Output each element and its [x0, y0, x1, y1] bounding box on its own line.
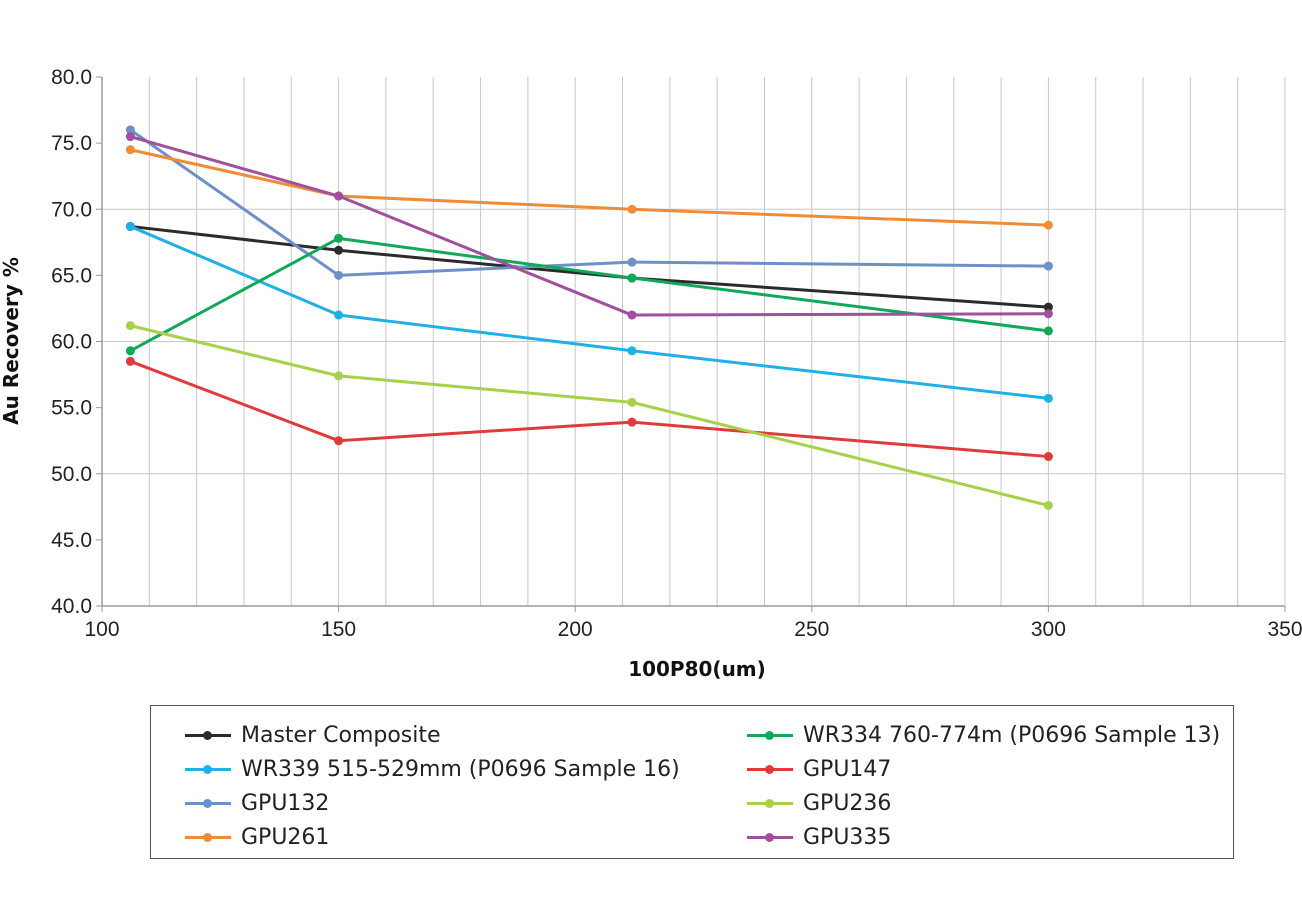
- legend-item: Master Composite: [185, 720, 441, 750]
- x-tick-label: 250: [794, 618, 829, 641]
- data-point: [627, 273, 637, 283]
- legend-swatch: [747, 754, 793, 784]
- data-point: [627, 397, 637, 407]
- legend-swatch: [185, 754, 231, 784]
- data-point: [1043, 261, 1053, 271]
- legend-swatch: [747, 720, 793, 750]
- legend-label: Master Composite: [241, 722, 441, 748]
- series-wr334-760-774m-p0696-sample-13-: [125, 233, 1053, 356]
- series-wr339-515-529mm-p0696-sample-16-: [125, 221, 1053, 403]
- data-point: [1043, 452, 1053, 462]
- y-tick-label: 80.0: [51, 66, 92, 89]
- series-line: [129, 359, 1049, 459]
- x-axis-ticks: 100 150 200 250 300 350: [84, 606, 1302, 641]
- series-line: [129, 236, 1049, 353]
- series-gpu261: [125, 145, 1053, 230]
- series-line: [129, 135, 1049, 317]
- legend-swatch: [185, 822, 231, 852]
- series-gpu335: [125, 132, 1053, 320]
- x-tick-label: 350: [1267, 618, 1302, 641]
- data-point: [125, 145, 135, 155]
- y-tick-label: 70.0: [51, 198, 92, 221]
- x-axis-title: 100P80(um): [628, 657, 766, 681]
- legend-label: WR334 760-774m (P0696 Sample 13): [803, 722, 1221, 748]
- legend-item: GPU261: [185, 822, 329, 852]
- legend-label: GPU261: [241, 824, 330, 850]
- data-point: [334, 245, 344, 255]
- series-gpu147: [125, 356, 1053, 462]
- data-point: [125, 356, 135, 366]
- data-point: [627, 417, 637, 427]
- data-point: [125, 132, 135, 142]
- legend-label: WR339 515-529mm (P0696 Sample 16): [241, 756, 680, 782]
- legend-item: GPU335: [747, 822, 891, 852]
- legend-swatch: [747, 822, 793, 852]
- data-point: [334, 436, 344, 446]
- series-line: [129, 128, 1049, 277]
- data-point: [125, 125, 135, 135]
- data-point: [627, 204, 637, 214]
- line-chart: 100 150 200 250 300 350 40.0 45.0 50.0 55.0 60.0 6…: [0, 66, 1302, 681]
- legend-label: GPU335: [803, 824, 892, 850]
- y-tick-label: 50.0: [51, 463, 92, 486]
- y-tick-label: 60.0: [51, 331, 92, 354]
- y-tick-label: 75.0: [51, 132, 92, 155]
- legend-item: GPU147: [747, 754, 891, 784]
- legend-swatch: [185, 788, 231, 818]
- data-point: [627, 257, 637, 267]
- y-tick-label: 65.0: [51, 264, 92, 287]
- y-tick-label: 55.0: [51, 397, 92, 420]
- data-point: [627, 310, 637, 320]
- y-tick-label: 40.0: [51, 595, 92, 618]
- data-point: [1043, 326, 1053, 336]
- series-line: [130, 224, 1049, 309]
- legend-label: GPU236: [803, 790, 892, 816]
- x-tick-label: 300: [1031, 618, 1066, 641]
- chart-legend: Master Composite WR339 515-529mm (P0696 S…: [150, 705, 1234, 859]
- data-point: [125, 346, 135, 356]
- series-group: [125, 125, 1053, 510]
- x-tick-label: 100: [84, 618, 119, 641]
- y-tick-label: 45.0: [51, 529, 92, 552]
- legend-item: WR334 760-774m (P0696 Sample 13): [747, 720, 1220, 750]
- series-line: [129, 225, 1049, 400]
- data-point: [1043, 309, 1053, 319]
- data-point: [334, 191, 344, 201]
- data-point: [334, 270, 344, 280]
- legend-label: GPU132: [241, 790, 330, 816]
- y-axis-ticks: 40.0 45.0 50.0 55.0 60.0 65.0 70.0 75.0 80.0: [51, 66, 102, 618]
- x-tick-label: 150: [321, 618, 356, 641]
- grid-lines: [101, 77, 1286, 607]
- data-point: [1043, 220, 1053, 230]
- series-line: [130, 324, 1049, 507]
- data-point: [627, 346, 637, 356]
- series-gpu132: [125, 125, 1053, 280]
- y-axis-title: Au Recovery %: [0, 257, 23, 425]
- data-point: [1043, 393, 1053, 403]
- legend-swatch: [747, 788, 793, 818]
- series-line: [130, 148, 1049, 227]
- legend-item: GPU236: [747, 788, 891, 818]
- legend-item: WR339 515-529mm (P0696 Sample 16): [185, 754, 680, 784]
- series-gpu236: [125, 321, 1053, 510]
- x-tick-label: 200: [558, 618, 593, 641]
- data-point: [334, 371, 344, 381]
- data-point: [125, 321, 135, 331]
- data-point: [1043, 302, 1053, 312]
- legend-item: GPU132: [185, 788, 329, 818]
- legend-label: GPU147: [803, 756, 892, 782]
- data-point: [1043, 500, 1053, 510]
- legend-swatch: [185, 720, 231, 750]
- data-point: [334, 310, 344, 320]
- data-point: [334, 233, 344, 243]
- data-point: [125, 221, 135, 231]
